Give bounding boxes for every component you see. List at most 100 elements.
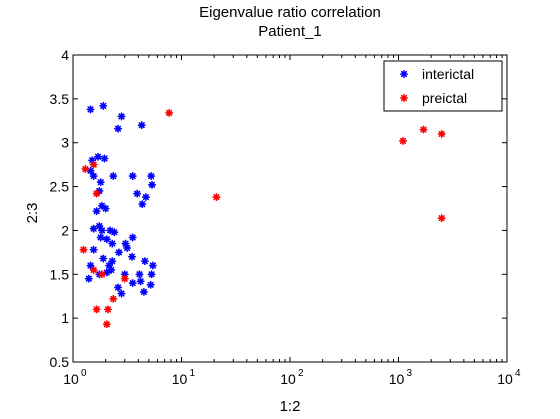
data-point-interictal (89, 224, 98, 233)
data-point-interictal (133, 189, 142, 198)
y-axis-label: 2:3 (24, 203, 41, 224)
x-tick-base: 10 (63, 371, 79, 387)
data-point-preictal (89, 160, 98, 169)
data-point-interictal (117, 289, 126, 298)
data-point-interictal (128, 252, 137, 261)
y-tick-label: 1 (61, 310, 69, 326)
x-tick-base: 10 (497, 371, 513, 387)
data-point-interictal (109, 172, 118, 181)
data-point-interictal (128, 172, 137, 181)
x-tick-exponent: 0 (81, 368, 87, 379)
data-point-interictal (136, 277, 145, 286)
chart-subtitle: Patient_1 (258, 23, 321, 40)
data-point-interictal (110, 228, 119, 237)
data-point-interictal (86, 261, 95, 270)
data-point-preictal (419, 125, 428, 134)
data-point-interictal (89, 172, 98, 181)
y-tick-label: 2.5 (50, 179, 70, 195)
data-point-interictal (139, 287, 148, 296)
data-point-interictal (101, 204, 110, 213)
data-point-interictal (107, 265, 116, 274)
y-tick-label: 3 (61, 135, 69, 151)
data-point-preictal (398, 136, 407, 145)
x-tick-label: 10 0 (63, 368, 87, 387)
data-point-preictal (437, 129, 446, 138)
data-point-interictal (146, 280, 155, 289)
data-point-interictal (138, 200, 147, 209)
data-point-interictal (117, 112, 126, 121)
y-tick-label: 2 (61, 222, 69, 238)
data-point-interictal (108, 239, 117, 248)
data-point-interictal (147, 172, 156, 181)
data-point-preictal (109, 294, 118, 303)
data-point-interictal (92, 207, 101, 216)
data-point-preictal (165, 108, 174, 117)
data-point-interictal (148, 261, 157, 270)
x-axis-label: 1:2 (280, 398, 301, 415)
data-point-interictal (128, 233, 137, 242)
data-point-interictal (94, 152, 103, 161)
data-point-interictal (128, 279, 137, 288)
chart-title: Eigenvalue ratio correlation (199, 4, 381, 21)
data-point-interictal (148, 180, 157, 189)
legend-box (383, 60, 503, 112)
data-point-interictal (89, 245, 98, 254)
data-point-preictal (212, 193, 221, 202)
data-point-interictal (108, 257, 117, 266)
legend-label-interictal: interictal (422, 66, 474, 82)
x-tick-label: 10 1 (172, 368, 196, 387)
data-point-interictal (135, 270, 144, 279)
x-tick-exponent: 1 (190, 368, 196, 379)
data-point-interictal (97, 226, 106, 235)
x-tick-base: 10 (280, 371, 296, 387)
x-tick-exponent: 4 (515, 368, 521, 379)
x-tick-label: 10 4 (497, 368, 521, 387)
data-point-preictal (92, 305, 101, 314)
x-tick-exponent: 3 (407, 368, 413, 379)
data-point-preictal (120, 274, 129, 283)
data-point-preictal (103, 305, 112, 314)
data-point-interictal (96, 178, 105, 187)
legend-marker-preictal (399, 94, 409, 102)
y-tick-label: 4 (61, 47, 69, 63)
data-point-preictal (81, 165, 90, 174)
axis-ticks (72, 54, 508, 363)
data-point-interictal (100, 154, 109, 163)
x-tick-label: 10 3 (389, 368, 413, 387)
data-point-interictal (147, 270, 156, 279)
y-tick-label: 0.5 (50, 354, 70, 370)
x-tick-label: 10 2 (280, 368, 304, 387)
x-tick-base: 10 (389, 371, 405, 387)
data-point-preictal (102, 320, 111, 329)
data-point-preictal (89, 265, 98, 274)
data-point-preictal (92, 189, 101, 198)
data-point-interictal (102, 235, 111, 244)
data-point-interictal (141, 193, 150, 202)
data-point-interictal (114, 283, 123, 292)
data-point-interictal (84, 274, 93, 283)
data-point-preictal (79, 245, 88, 254)
y-tick-labels: 0.5 1 1.5 2 2.5 3 3.5 4 (50, 47, 70, 370)
y-tick-label: 3.5 (50, 91, 70, 107)
data-point-interictal (95, 222, 104, 231)
legend: interictal preictal (383, 60, 503, 112)
x-tick-labels: 10 0 10 1 10 2 10 3 10 4 (63, 368, 521, 387)
x-tick-exponent: 2 (298, 368, 304, 379)
legend-label-preictal: preictal (422, 90, 467, 106)
legend-marker-interictal (399, 70, 409, 78)
data-point-interictal (123, 243, 132, 252)
data-point-interictal (137, 121, 146, 130)
data-point-interictal (114, 124, 123, 133)
x-tick-base: 10 (172, 371, 188, 387)
data-points (79, 101, 446, 329)
data-point-interictal (99, 254, 108, 263)
data-point-interictal (86, 105, 95, 114)
data-point-interictal (99, 101, 108, 110)
y-tick-label: 1.5 (50, 266, 70, 282)
data-point-interictal (96, 233, 105, 242)
data-point-preictal (97, 270, 106, 279)
data-point-preictal (437, 214, 446, 223)
data-point-interictal (114, 248, 123, 257)
data-point-interictal (140, 257, 149, 266)
